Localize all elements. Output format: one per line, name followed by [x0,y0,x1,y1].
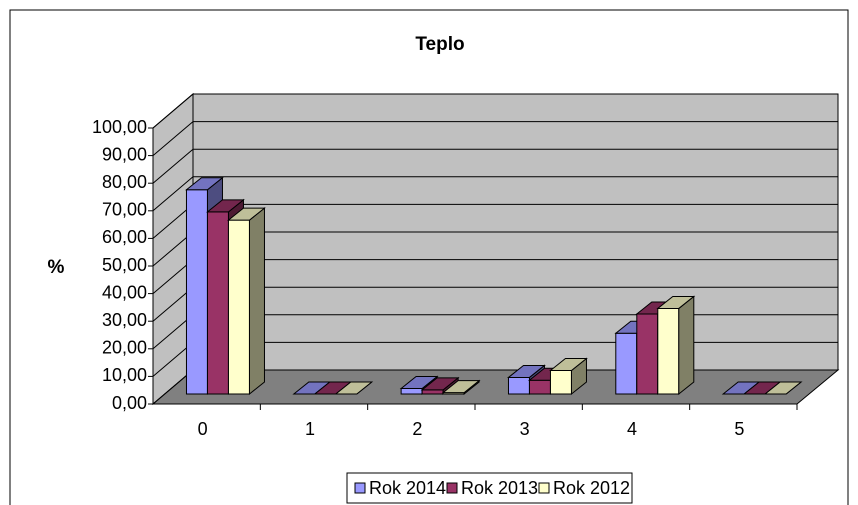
bar-top [507,364,546,378]
y-tick-label: 40,00 [102,282,147,302]
bar [763,381,803,395]
legend-label: Rok 2013 [461,478,538,498]
bar [656,295,696,396]
bar-side [248,207,265,396]
bar [441,379,481,396]
bar-top [441,380,481,394]
bar-top [763,381,803,395]
grid-line [152,148,838,184]
bar-top [227,207,266,221]
grid-line [152,93,838,129]
grid-line [152,176,838,212]
bar [227,207,266,396]
x-tick-label: 3 [520,419,530,439]
legend-label: Rok 2014 [369,478,446,498]
bar-front [206,211,229,395]
chart-title: Teplo [415,34,464,55]
legend: Rok 2014 Rok 2013 Rok 2012 [346,472,633,504]
x-tick-label: 0 [198,419,208,439]
legend-swatch [354,482,366,494]
bar [334,381,374,395]
x-tick-label: 1 [305,419,315,439]
bar-front [227,219,250,395]
x-tick-label: 5 [734,419,744,439]
y-tick-label: 10,00 [102,365,147,385]
bar-front [400,387,423,395]
legend-box [346,472,633,504]
legend-swatch [446,482,458,494]
y-tick-label: 20,00 [102,338,147,358]
y-tick-label: 90,00 [102,144,147,164]
bar-front [549,370,572,395]
y-tick-label: 50,00 [102,255,147,275]
y-tick-label: 30,00 [102,310,147,330]
bar-front [528,379,551,395]
bar-top [334,381,374,395]
x-tick-label: 4 [627,419,637,439]
bar-top [656,295,696,309]
bar-front [636,313,659,395]
y-tick-label: 100,00 [92,117,147,137]
bar-front [657,307,680,395]
bar-top [549,358,588,372]
bar-top [420,377,460,391]
grid-line [152,121,838,156]
y-tick-label: 60,00 [102,227,147,247]
bar-front [185,189,208,395]
bar-front [615,332,638,395]
bar [549,357,588,396]
bar-top [185,177,224,191]
y-tick-label: 80,00 [102,172,147,192]
legend-swatch [538,482,550,494]
bar-front [421,389,444,395]
legend-label: Rok 2012 [553,478,630,498]
bar-top [399,375,439,389]
bar-front [507,376,530,395]
y-tick-label: 70,00 [102,200,147,220]
bar-side [678,295,695,396]
x-tick-label: 2 [412,419,422,439]
y-axis-label: % [48,257,65,278]
y-tick-label: 0,00 [112,393,147,413]
bar-top [206,199,245,213]
